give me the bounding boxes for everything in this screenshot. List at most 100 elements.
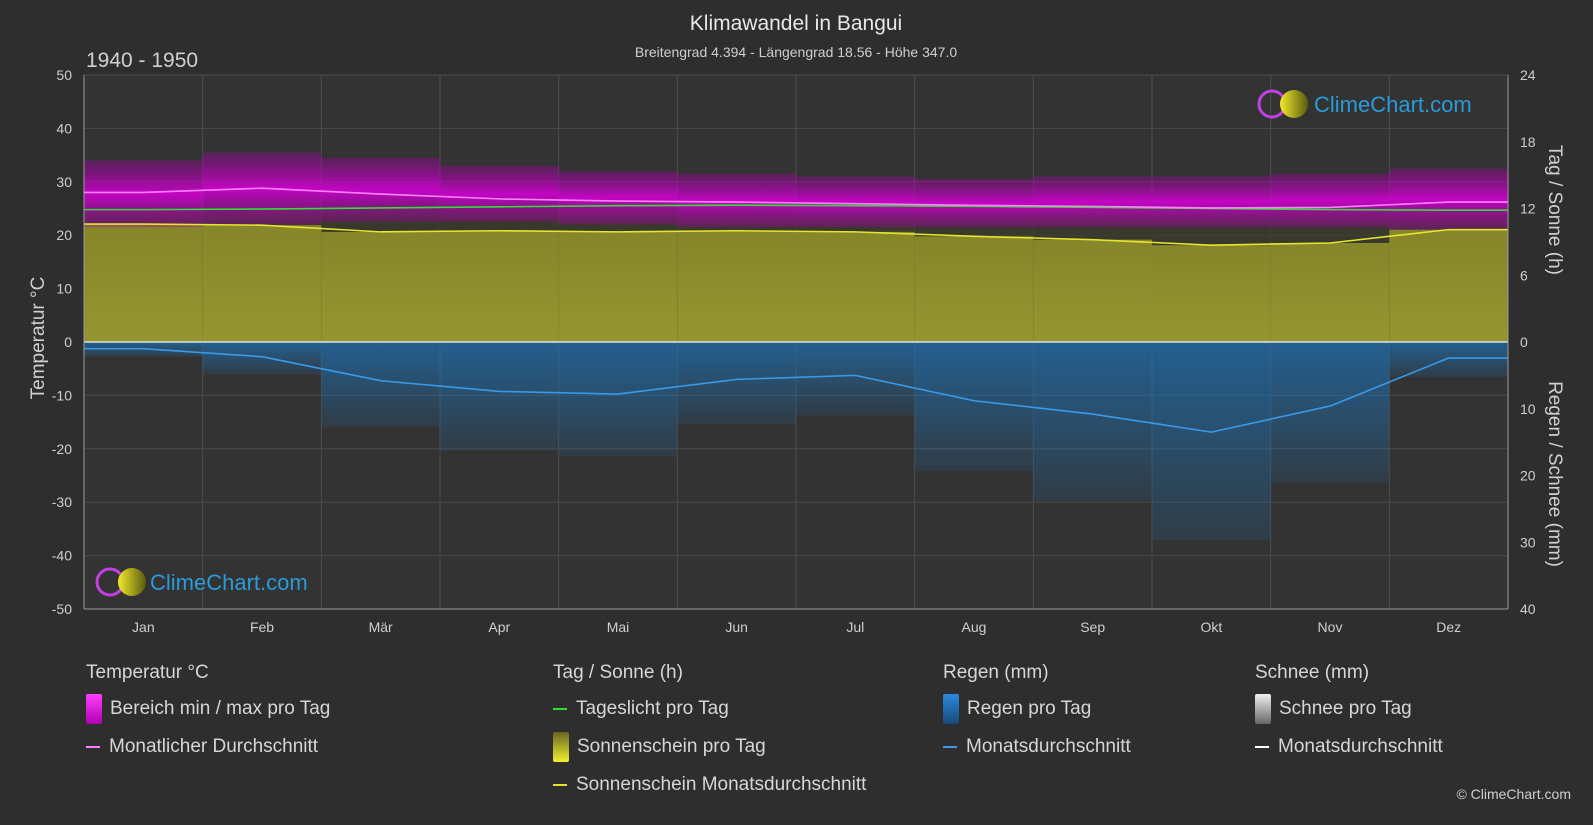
- sunshine-avg-line: [84, 223, 1508, 247]
- legend-item: Regen pro Tag: [943, 690, 1131, 728]
- legend-temperature-header: Temperatur °C: [86, 662, 209, 683]
- y-left-tick-label: 20: [56, 227, 72, 243]
- legend-sun: Tag / Sonne (h) Tageslicht pro Tag Sonne…: [553, 662, 866, 804]
- y-left-tick-label: -50: [52, 601, 72, 617]
- temp-range-band: [1270, 173, 1390, 228]
- y-right-top-tick-label: 12: [1520, 201, 1536, 217]
- y-right-top-tick-label: 18: [1520, 134, 1536, 150]
- temp-range-band: [84, 160, 203, 228]
- y-left-axis-label: Temperatur °C: [28, 277, 49, 400]
- sunshine-bar: [84, 224, 203, 342]
- sunshine-bar: [440, 230, 559, 342]
- temp-range-band: [1389, 168, 1508, 230]
- legend-item-label: Monatsdurchschnitt: [966, 736, 1131, 757]
- legend-rain-header: Regen (mm): [943, 662, 1049, 683]
- x-tick-label: Apr: [488, 619, 510, 635]
- rain-swatch: [943, 694, 959, 724]
- temp-range-band: [1033, 176, 1152, 228]
- rain-avg-line: [84, 347, 1508, 433]
- sunshine-bar: [1270, 242, 1390, 342]
- x-tick-label: Feb: [250, 619, 274, 635]
- temp-range-band: [796, 176, 915, 228]
- legend-item: Schnee pro Tag: [1255, 690, 1443, 728]
- y-right-top-tick-label: 24: [1520, 67, 1536, 83]
- brand-logo-top: ClimeChart.com: [1257, 89, 1472, 119]
- chart-subtitle: Breitengrad 4.394 - Längengrad 18.56 - H…: [635, 44, 957, 60]
- y-right-bottom-tick-label: 40: [1520, 601, 1536, 617]
- rain-bar: [914, 342, 1034, 472]
- temp-range-band: [558, 171, 678, 225]
- sunshine-bar: [202, 225, 322, 342]
- y-right-bottom-axis-label: Regen / Schnee (mm): [1544, 381, 1565, 567]
- brand-text-bottom: ClimeChart.com: [150, 570, 308, 595]
- legend-item: Monatsdurchschnitt: [943, 728, 1131, 766]
- legend-item: Monatsdurchschnitt: [1255, 728, 1443, 766]
- x-tick-label: Okt: [1200, 619, 1222, 635]
- y-left-tick-label: 50: [56, 67, 72, 83]
- legend-item-label: Bereich min / max pro Tag: [110, 698, 331, 719]
- legend-item-label: Tageslicht pro Tag: [576, 698, 729, 719]
- sunshine-bar: [321, 231, 440, 342]
- sunshine-swatch: [553, 732, 569, 762]
- rain-bar: [1389, 342, 1508, 378]
- snow-swatch: [1255, 694, 1271, 724]
- rain-bar: [1033, 342, 1152, 501]
- legend-temperature: Temperatur °C Bereich min / max pro Tag …: [86, 662, 330, 766]
- y-left-tick-label: -10: [52, 387, 72, 403]
- rain-bar: [1152, 342, 1271, 541]
- legend-item-label: Sonnenschein pro Tag: [577, 736, 766, 757]
- legend-item: Bereich min / max pro Tag: [86, 690, 330, 728]
- sunshine-bar: [677, 230, 796, 342]
- temp-range-band: [440, 165, 559, 222]
- period-label: 1940 - 1950: [86, 49, 198, 72]
- rain-bar: [677, 342, 796, 425]
- legend-item: Tageslicht pro Tag: [553, 690, 866, 728]
- y-right-bottom-tick-label: 30: [1520, 534, 1536, 550]
- legend-sun-header: Tag / Sonne (h): [553, 662, 683, 683]
- legend-item-label: Schnee pro Tag: [1279, 698, 1412, 719]
- logo-sun-icon: [1280, 90, 1308, 118]
- y-right-bottom-tick-label: 20: [1520, 468, 1536, 484]
- legend-item: Sonnenschein pro Tag: [553, 728, 866, 766]
- temp-avg-line: [84, 187, 1508, 209]
- x-tick-label: Nov: [1318, 619, 1343, 635]
- x-tick-label: Jul: [846, 619, 864, 635]
- x-tick-label: Mär: [369, 619, 393, 635]
- legend: Temperatur °C Bereich min / max pro Tag …: [0, 662, 1593, 822]
- sunshine-bar: [1152, 245, 1271, 342]
- rain-avg-line-icon: [943, 746, 957, 748]
- logo-sun-icon: [118, 568, 146, 596]
- legend-item-label: Monatlicher Durchschnitt: [109, 736, 319, 757]
- y-left-tick-label: 0: [64, 334, 72, 350]
- legend-item: Monatlicher Durchschnitt: [86, 728, 330, 766]
- sunshine-bar: [796, 231, 915, 342]
- temp-range-swatch: [86, 694, 102, 724]
- copyright: © ClimeChart.com: [1456, 786, 1571, 802]
- legend-snow: Schnee (mm) Schnee pro Tag Monatsdurchsc…: [1255, 662, 1443, 766]
- rain-bar: [440, 342, 559, 451]
- rain-bar: [202, 342, 322, 375]
- legend-snow-header: Schnee (mm): [1255, 662, 1370, 683]
- legend-item-label: Sonnenschein Monatsdurchschnitt: [576, 774, 867, 795]
- y-left-tick-label: 30: [56, 174, 72, 190]
- x-tick-label: Jan: [132, 619, 155, 635]
- x-tick-label: Dez: [1436, 619, 1461, 635]
- temp-range-band: [677, 173, 796, 228]
- brand-logo-bottom: ClimeChart.com: [95, 567, 308, 597]
- snow-avg-line-icon: [1255, 746, 1269, 748]
- chart-title: Klimawandel in Bangui: [690, 12, 902, 35]
- legend-item-label: Monatsdurchschnitt: [1278, 736, 1443, 757]
- y-left-tick-label: 40: [56, 120, 72, 136]
- y-left-tick-label: -40: [52, 548, 72, 564]
- y-left-tick-label: 10: [56, 281, 72, 297]
- sunshine-avg-line-icon: [553, 784, 567, 786]
- y-left-tick-label: -30: [52, 494, 72, 510]
- x-tick-label: Jun: [725, 619, 748, 635]
- rain-bar: [1270, 342, 1390, 483]
- rain-bar: [558, 342, 678, 457]
- x-tick-label: Sep: [1080, 619, 1105, 635]
- x-tick-label: Aug: [962, 619, 987, 635]
- legend-item-label: Regen pro Tag: [967, 698, 1092, 719]
- sunshine-bar: [914, 236, 1034, 342]
- x-tick-label: Mai: [607, 619, 630, 635]
